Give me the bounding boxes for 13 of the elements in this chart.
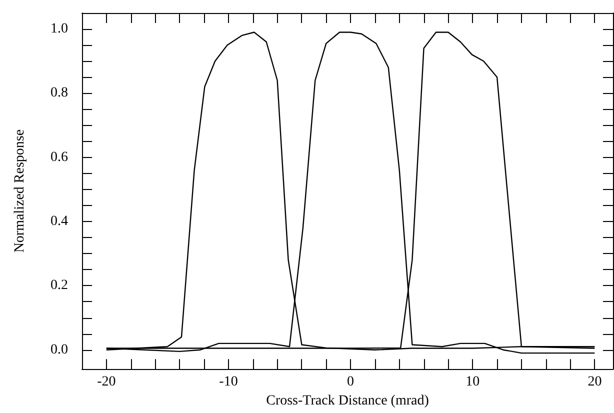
y-tick-label: 0.6	[50, 150, 68, 165]
x-axis-title: Cross-Track Distance (mrad)	[266, 394, 430, 408]
y-tick-label: 0.4	[50, 214, 68, 230]
y-tick-label: 0.8	[50, 86, 68, 101]
y-tick-label: 0.0	[50, 342, 68, 358]
y-tick-label: 0.2	[50, 278, 68, 294]
x-tick-label: 20	[588, 374, 602, 390]
x-tick-label: -10	[219, 374, 238, 390]
y-tick-label: 1.0	[50, 22, 68, 37]
y-axis-title: Normalized Response	[12, 129, 28, 253]
x-tick-label: 10	[466, 374, 480, 390]
x-tick-label: 0	[347, 374, 354, 390]
x-tick-label: -20	[97, 374, 116, 390]
